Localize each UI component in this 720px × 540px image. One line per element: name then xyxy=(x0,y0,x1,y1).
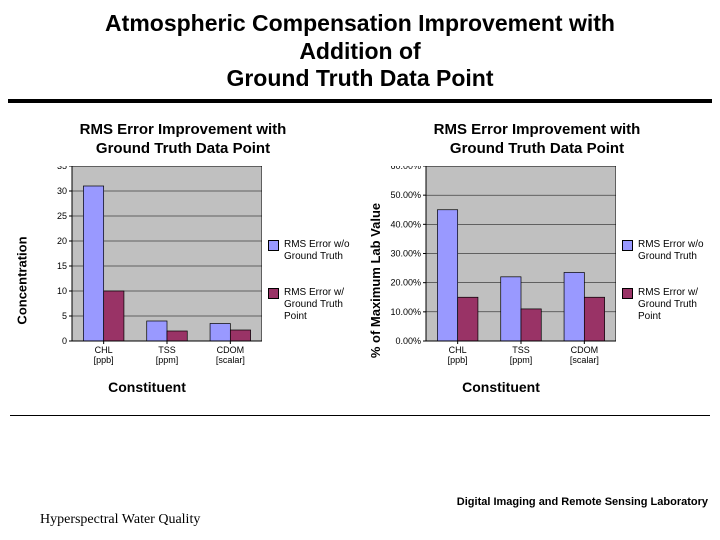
slide-title-line2: Addition of xyxy=(0,38,720,66)
footer-left: Hyperspectral Water Quality xyxy=(40,512,200,528)
chart-right-plot: 0.00% 10.00% 20.00% 30.00% 40.00% 50.00% 60.00… xyxy=(386,166,616,369)
svg-text:[ppb]: [ppb] xyxy=(94,355,114,365)
chart-right-ylabel: % of Maximum Lab Value xyxy=(366,166,386,395)
footer-right: Digital Imaging and Remote Sensing Labor… xyxy=(457,496,708,508)
legend-item-b: RMS Error w/ Ground Truth Point xyxy=(622,287,708,323)
svg-text:[scalar]: [scalar] xyxy=(216,355,245,365)
svg-text:30: 30 xyxy=(57,186,67,196)
chart-right-xlabel: Constituent xyxy=(386,379,616,395)
svg-text:5: 5 xyxy=(62,311,67,321)
svg-text:0.00%: 0.00% xyxy=(395,336,421,346)
chart-left-title-l1: RMS Error Improvement with xyxy=(80,121,287,138)
footer-divider xyxy=(10,415,710,416)
chart-left-xlabel: Constituent xyxy=(32,379,262,395)
charts-container: RMS Error Improvement with Ground Truth … xyxy=(0,121,720,396)
chart-left-plot: 0 5 10 15 20 25 30 35 CHL[ppb] TSS[ppm] CDOM[scala… xyxy=(32,166,262,369)
slide-title: Atmospheric Compensation Improvement wit… xyxy=(0,0,720,93)
legend-swatch-a xyxy=(622,240,633,251)
svg-text:15: 15 xyxy=(57,261,67,271)
svg-text:20: 20 xyxy=(57,236,67,246)
svg-text:CDOM: CDOM xyxy=(571,345,599,355)
svg-text:40.00%: 40.00% xyxy=(390,220,421,230)
legend-label-b: RMS Error w/ Ground Truth Point xyxy=(638,287,708,323)
chart-right-title-l1: RMS Error Improvement with xyxy=(434,121,641,138)
legend-label-b: RMS Error w/ Ground Truth Point xyxy=(284,287,354,323)
legend-swatch-a xyxy=(268,240,279,251)
svg-text:CDOM: CDOM xyxy=(217,345,245,355)
legend-label-a: RMS Error w/o Ground Truth xyxy=(638,239,708,263)
svg-text:10.00%: 10.00% xyxy=(390,307,421,317)
svg-text:0: 0 xyxy=(62,336,67,346)
chart-right-legend: RMS Error w/o Ground Truth RMS Error w/ … xyxy=(622,166,708,395)
chart-left-legend: RMS Error w/o Ground Truth RMS Error w/ … xyxy=(268,166,354,395)
chart-right-title-l2: Ground Truth Data Point xyxy=(450,140,624,157)
legend-swatch-b xyxy=(268,288,279,299)
chart-left-title: RMS Error Improvement with Ground Truth … xyxy=(80,121,287,159)
svg-text:30.00%: 30.00% xyxy=(390,249,421,259)
svg-text:CHL: CHL xyxy=(95,345,113,355)
chart-left-title-l2: Ground Truth Data Point xyxy=(96,140,270,157)
svg-text:60.00%: 60.00% xyxy=(390,166,421,171)
svg-text:50.00%: 50.00% xyxy=(390,190,421,200)
svg-text:[ppb]: [ppb] xyxy=(448,355,468,365)
legend-item-a: RMS Error w/o Ground Truth xyxy=(622,239,708,263)
svg-text:10: 10 xyxy=(57,286,67,296)
svg-text:35: 35 xyxy=(57,166,67,171)
svg-text:25: 25 xyxy=(57,211,67,221)
slide-title-line1: Atmospheric Compensation Improvement wit… xyxy=(0,10,720,38)
svg-text:CHL: CHL xyxy=(449,345,467,355)
chart-left-ylabel: Concentration xyxy=(12,166,32,395)
svg-text:20.00%: 20.00% xyxy=(390,278,421,288)
slide-title-line3: Ground Truth Data Point xyxy=(0,65,720,93)
legend-item-b: RMS Error w/ Ground Truth Point xyxy=(268,287,354,323)
svg-text:TSS: TSS xyxy=(512,345,530,355)
legend-swatch-b xyxy=(622,288,633,299)
legend-label-a: RMS Error w/o Ground Truth xyxy=(284,239,354,263)
svg-text:TSS: TSS xyxy=(158,345,176,355)
svg-text:[ppm]: [ppm] xyxy=(510,355,533,365)
svg-text:[scalar]: [scalar] xyxy=(570,355,599,365)
svg-text:[ppm]: [ppm] xyxy=(156,355,179,365)
chart-right-title: RMS Error Improvement with Ground Truth … xyxy=(434,121,641,159)
legend-item-a: RMS Error w/o Ground Truth xyxy=(268,239,354,263)
chart-left: RMS Error Improvement with Ground Truth … xyxy=(13,121,353,396)
chart-right: RMS Error Improvement with Ground Truth … xyxy=(367,121,707,396)
title-divider xyxy=(8,99,712,103)
